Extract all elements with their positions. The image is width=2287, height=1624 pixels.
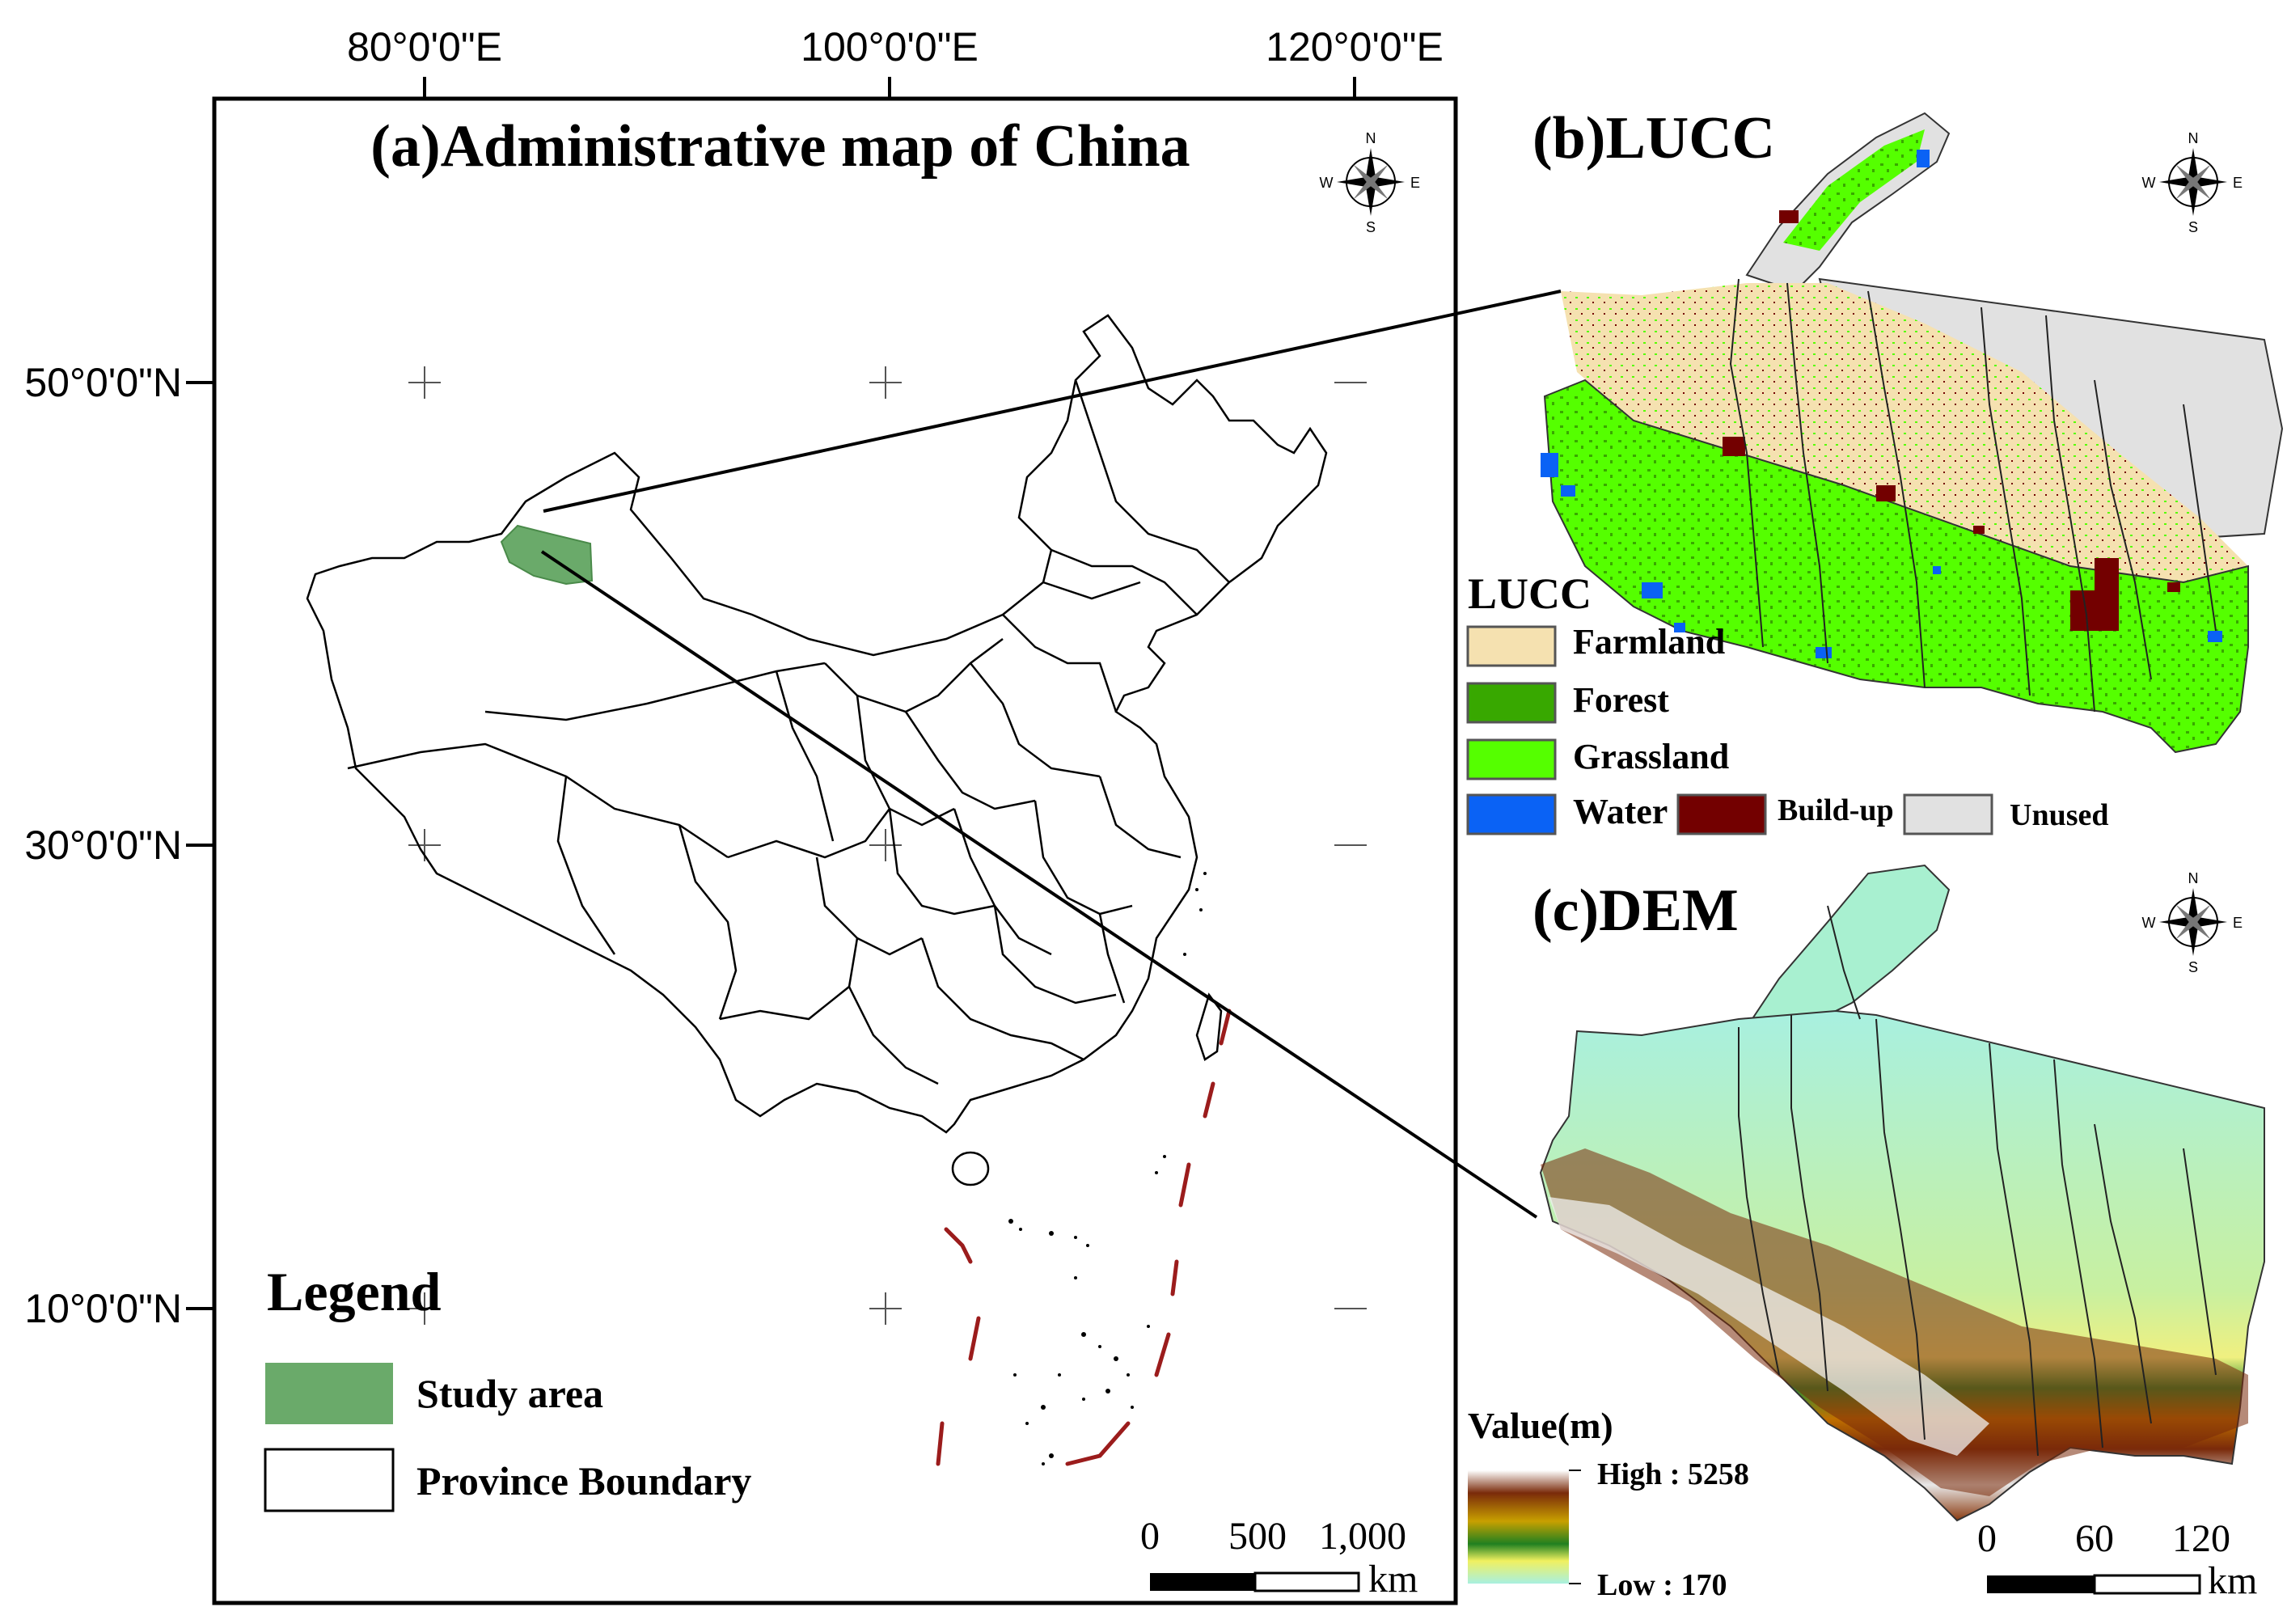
legend-a-title: Legend (267, 1261, 442, 1322)
dem-low-label: Low : 170 (1597, 1568, 1727, 1602)
lucc-farmland-region (1561, 283, 2248, 582)
legend-label-grassland: Grassland (1573, 737, 1729, 776)
legend-swatch-forest (1466, 682, 1557, 724)
lat-label-10: 10°0'0"N (24, 1286, 182, 1331)
panel-a-title: (a)Administrative map of China (370, 113, 1190, 180)
lat-label-50: 50°0'0"N (24, 360, 182, 405)
legend-label-buildup: Build-up (1778, 793, 1894, 827)
compass-a-e: E (1410, 175, 1420, 191)
scale-a-0: 0 (1140, 1515, 1160, 1558)
legend-swatch-unused (1903, 793, 1993, 835)
legend-swatch-study-area (265, 1363, 393, 1424)
compass-a-n: N (1366, 130, 1376, 146)
scale-c-0: 0 (1977, 1517, 1997, 1560)
scale-c-120: 120 (2172, 1517, 2230, 1560)
legend-c: Value(m) High : 5258 Low : 170 (1468, 1405, 1749, 1602)
dem-county-lines (1738, 905, 2217, 1457)
legend-label-unused: Unused (2010, 798, 2109, 832)
compass-b-e: E (2233, 175, 2243, 191)
compass-a-w: W (1320, 175, 1334, 191)
lon-label-100: 100°0'0"E (801, 24, 979, 70)
dem-color-ramp (1468, 1470, 1569, 1584)
legend-b: LUCC Farmland Forest Grassland Water Bui… (1466, 569, 2109, 835)
lucc-buildup-patches (1723, 210, 2180, 631)
legend-label-province: Province Boundary (416, 1458, 751, 1503)
legend-label-study-area: Study area (416, 1371, 603, 1416)
compass-b-n: N (2188, 130, 2199, 146)
lucc-north-grass (1783, 129, 1925, 251)
south-sea-islands (1008, 872, 1207, 1465)
compass-c-s: S (2188, 959, 2198, 975)
scale-c-60: 60 (2075, 1517, 2114, 1560)
scale-a-1000: 1,000 (1319, 1515, 1406, 1558)
legend-swatch-farmland (1466, 625, 1557, 667)
nine-dash-line (936, 1009, 1232, 1466)
panel-b: (b)LUCC (1466, 105, 2284, 835)
scale-bar-a: 0 500 1,000 km (1140, 1515, 1418, 1601)
dem-north-tail (1736, 864, 1951, 1041)
legend-swatch-province (264, 1448, 395, 1512)
lucc-county-lines (1729, 278, 2217, 713)
legend-swatch-buildup (1676, 793, 1767, 835)
compass-c: N S E W (2142, 870, 2243, 975)
panel-c: (c)DEM N S E W (1468, 864, 2265, 1602)
compass-a: N S E W (1320, 130, 1421, 235)
legend-swatch-water (1466, 793, 1557, 835)
scale-c-unit: km (2208, 1559, 2257, 1602)
legend-label-forest: Forest (1573, 680, 1669, 720)
scale-a-500: 500 (1228, 1515, 1287, 1558)
lon-label-80: 80°0'0"E (347, 24, 502, 70)
compass-c-w: W (2142, 915, 2156, 931)
dem-high-label: High : 5258 (1597, 1457, 1749, 1491)
connector-lines (540, 290, 1562, 1219)
scale-bar-c: 0 60 120 km (1977, 1517, 2257, 1602)
legend-a: Legend Study area Province Boundary (264, 1261, 751, 1512)
panel-a: 80°0'0"E 100°0'0"E 120°0'0"E 50°0'0"N 30… (24, 24, 1458, 1605)
lat-axis: 50°0'0"N 30°0'0"N 10°0'0"N (24, 360, 214, 1331)
compass-b-w: W (2142, 175, 2156, 191)
legend-label-water: Water (1573, 792, 1668, 831)
panel-b-title: (b)LUCC (1532, 105, 1775, 171)
compass-c-e: E (2233, 915, 2243, 931)
legend-swatch-grassland (1466, 738, 1557, 780)
compass-b: N S E W (2142, 130, 2243, 235)
lon-label-120: 120°0'0"E (1266, 24, 1444, 70)
panel-a-frame (212, 96, 1458, 1605)
lat-label-30: 30°0'0"N (24, 823, 182, 868)
dem-mountain-band (1541, 1148, 2248, 1496)
china-map (306, 314, 1328, 1186)
scale-a-unit: km (1368, 1558, 1418, 1601)
china-outline (306, 314, 1328, 1134)
lucc-grassland-region (1543, 379, 2249, 754)
legend-b-title: LUCC (1468, 569, 1592, 618)
compass-c-n: N (2188, 870, 2199, 886)
panel-c-title: (c)DEM (1532, 878, 1739, 944)
compass-a-s: S (1366, 219, 1376, 235)
legend-c-title: Value(m) (1468, 1405, 1613, 1446)
compass-b-s: S (2188, 219, 2198, 235)
lucc-water-patches (1541, 150, 2222, 658)
legend-label-farmland: Farmland (1573, 622, 1725, 662)
lon-axis: 80°0'0"E 100°0'0"E 120°0'0"E (347, 24, 1444, 99)
